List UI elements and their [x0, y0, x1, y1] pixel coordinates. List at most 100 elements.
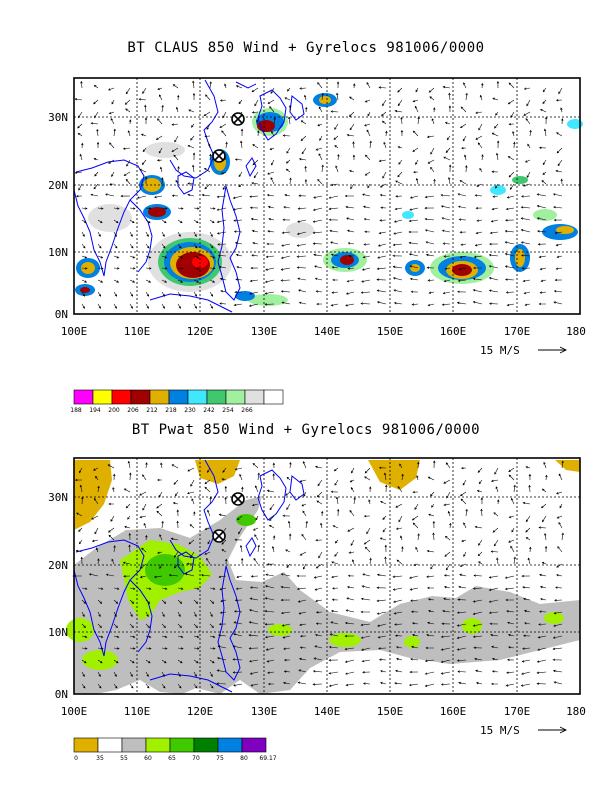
wind-arrow [113, 243, 118, 249]
wind-arrow [397, 99, 403, 107]
wind-arrow [393, 219, 403, 223]
wind-arrow [77, 123, 83, 129]
wind-arrow [426, 549, 435, 553]
wind-arrow [234, 290, 243, 294]
wind-arrow [107, 464, 115, 469]
wind-arrow [412, 490, 419, 494]
wind-arrow [186, 562, 195, 566]
wind-arrow [218, 575, 227, 578]
wind-arrow [504, 241, 515, 245]
wind-arrow [536, 682, 547, 685]
wind-arrow [449, 522, 452, 529]
wind-arrow [539, 585, 547, 589]
wind-arrow [93, 99, 99, 105]
wind-arrow [440, 647, 451, 651]
wind-arrow [472, 611, 483, 615]
wind-arrow [317, 123, 323, 127]
wind-arrow [361, 279, 371, 283]
wind-arrow [328, 671, 339, 675]
wind-arrow [220, 171, 227, 175]
colorbar-swatch [130, 389, 151, 405]
wind-arrow [74, 478, 83, 482]
wind-arrow [129, 291, 134, 297]
wind-arrow [314, 633, 323, 637]
wind-arrow [224, 83, 227, 89]
wind-arrow [492, 195, 499, 198]
wind-arrow [328, 207, 339, 211]
wind-arrow [233, 303, 243, 307]
wind-arrow [319, 135, 323, 141]
wind-arrow [376, 289, 387, 293]
wind-arrow [188, 109, 195, 113]
wind-arrow [266, 242, 275, 246]
wind-vectors [72, 460, 564, 689]
wind-arrow [312, 242, 323, 245]
wind-arrow [409, 265, 419, 269]
wind-arrow [203, 167, 211, 173]
wind-arrow [193, 231, 197, 237]
wind-arrow [378, 231, 387, 235]
wind-arrow [363, 539, 371, 545]
wind-arrow [158, 491, 163, 498]
wind-arrow [463, 551, 467, 557]
wind-arrow [218, 265, 227, 269]
wind-arrow [536, 671, 547, 674]
wind-arrow [173, 479, 179, 485]
wind-arrow [543, 461, 547, 469]
wind-arrow [219, 123, 227, 128]
wind-arrow [329, 229, 339, 233]
y-tick-label: 30N [48, 491, 68, 504]
wind-arrow [192, 164, 195, 173]
wind-arrow [93, 157, 99, 161]
wind-arrow [314, 277, 323, 281]
wind-arrow [495, 111, 499, 116]
wind-arrow [235, 253, 243, 257]
wind-arrow [381, 120, 387, 125]
wind-arrow [81, 243, 86, 249]
wind-arrow [248, 634, 259, 637]
wind-arrow [209, 255, 216, 259]
wind-arrow [432, 520, 436, 529]
wind-arrow [540, 598, 547, 601]
wind-arrow [441, 622, 451, 626]
wind-arrow [145, 231, 149, 237]
wind-arrow [556, 132, 563, 137]
wind-arrow [508, 122, 515, 126]
wind-arrow [120, 194, 131, 198]
wind-arrow [440, 194, 451, 197]
colorbar-label: 200 [108, 407, 120, 414]
wind-arrow [193, 587, 200, 590]
wind-arrow [297, 219, 307, 223]
colorbar-swatch [73, 737, 99, 753]
wind-arrow [538, 302, 546, 306]
wind-arrow [127, 130, 131, 137]
wind-arrow [129, 219, 135, 224]
wind-arrow [491, 207, 499, 211]
wind-arrow [298, 301, 307, 305]
wind-arrow [334, 123, 339, 130]
wind-arrow [224, 485, 228, 493]
wind-arrow [412, 130, 419, 137]
y-tick-label: 10N [48, 246, 68, 259]
wind-arrow [200, 574, 211, 577]
wind-arrow [347, 527, 355, 532]
colorbar-swatch [97, 737, 123, 753]
wind-arrow [490, 550, 499, 553]
wind-arrow [525, 515, 531, 523]
wind-arrow [494, 467, 499, 475]
wind-arrow [161, 243, 166, 249]
wind-arrow [527, 557, 531, 565]
wind-arrow [193, 267, 200, 270]
wind-arrow [193, 647, 200, 650]
wind-arrow [273, 117, 276, 125]
wind-arrow [523, 609, 531, 613]
wind-arrow [257, 472, 260, 481]
wind-arrow [395, 180, 403, 185]
wind-arrow [239, 544, 243, 553]
wind-arrow [488, 611, 499, 615]
wind-arrow [240, 140, 243, 149]
wind-arrow [554, 278, 563, 282]
wind-arrow [464, 154, 467, 161]
wind-arrow [331, 266, 339, 269]
wind-arrow [490, 682, 499, 686]
